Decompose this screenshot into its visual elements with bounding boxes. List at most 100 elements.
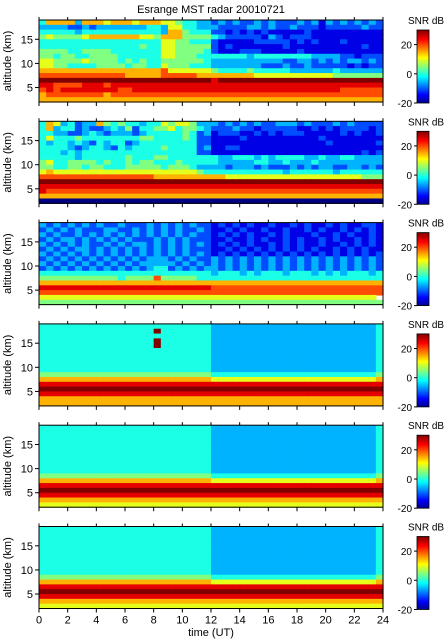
heatmap-cell (153, 145, 162, 151)
heatmap-cell (153, 594, 162, 600)
heatmap-cell (39, 256, 47, 262)
heatmap-cell (196, 425, 205, 431)
heatmap-cell (368, 323, 377, 330)
heatmap-cell (340, 425, 348, 431)
heatmap-cell (304, 550, 312, 557)
heatmap-cell (117, 222, 126, 229)
heatmap-cell (239, 73, 248, 79)
heatmap-cell (368, 270, 377, 277)
heatmap-cell (67, 285, 76, 291)
heatmap-cell (67, 92, 76, 98)
heatmap-cell (67, 48, 76, 55)
heatmap-cell (275, 29, 284, 36)
heatmap-cell (297, 232, 305, 238)
heatmap-cell (60, 68, 69, 74)
heatmap-cell (340, 352, 348, 359)
heatmap-cell (246, 492, 255, 499)
heatmap-cell (53, 550, 62, 557)
heatmap-cell (110, 352, 119, 359)
heatmap-cell (318, 560, 327, 566)
heatmap-cell (218, 458, 226, 465)
colorbar-tick-label: -20 (398, 99, 413, 110)
heatmap-cell (117, 594, 126, 600)
heatmap-cell (325, 458, 334, 465)
heatmap-cell (361, 169, 370, 175)
heatmap-cell (96, 386, 105, 393)
heatmap-cell (289, 222, 298, 229)
heatmap-cell (160, 275, 169, 282)
heatmap-cell (347, 454, 355, 460)
heatmap-cell (153, 87, 162, 93)
heatmap-cell (46, 478, 54, 484)
heatmap-cell (246, 458, 255, 465)
heatmap-cell (347, 193, 355, 200)
heatmap-cell (332, 376, 341, 383)
heatmap-cell (211, 92, 219, 98)
heatmap-cell (246, 87, 255, 93)
heatmap-cell (132, 299, 140, 306)
heatmap-cell (340, 381, 348, 388)
heatmap-cell (103, 367, 112, 373)
heatmap-cell (347, 468, 355, 475)
heatmap-cell (153, 386, 162, 393)
heatmap-cell (332, 372, 341, 378)
heatmap-cell (53, 198, 62, 204)
heatmap-cell (67, 560, 76, 566)
heatmap-cell (354, 348, 363, 354)
heatmap-cell (340, 589, 348, 595)
heatmap-cell (304, 338, 312, 344)
heatmap-cell (254, 540, 262, 547)
heatmap-cell (261, 348, 269, 354)
heatmap-cell (82, 454, 90, 460)
heatmap-cell (311, 44, 320, 50)
heatmap-cell (340, 145, 348, 151)
heatmap-cell (368, 290, 377, 296)
heatmap-cell (311, 184, 320, 190)
heatmap-cell (196, 343, 205, 349)
heatmap-cell (139, 24, 148, 31)
heatmap-cell (46, 198, 54, 204)
heatmap-cell (117, 77, 126, 84)
heatmap-cell (239, 290, 248, 296)
heatmap-cell (189, 198, 198, 204)
heatmap-cell (160, 150, 169, 156)
heatmap-cell (96, 463, 105, 470)
heatmap-cell (340, 473, 348, 479)
heatmap-cell (232, 323, 241, 330)
heatmap-cell (182, 20, 191, 26)
heatmap-cell (60, 135, 69, 142)
heatmap-cell (160, 362, 169, 368)
heatmap-cell (139, 97, 148, 103)
heatmap-cell (160, 449, 169, 455)
heatmap-cell (168, 531, 176, 537)
heatmap-cell (125, 121, 133, 127)
heatmap-cell (74, 584, 83, 590)
heatmap-cell (325, 348, 334, 354)
heatmap-cell (347, 39, 355, 45)
heatmap-cell (168, 164, 176, 171)
colorbar (416, 130, 430, 205)
heatmap-cell (96, 256, 105, 262)
heatmap-cell (375, 531, 384, 537)
heatmap-cell (340, 222, 348, 229)
heatmap-cell (89, 140, 97, 147)
heatmap-cell (275, 232, 284, 238)
heatmap-cell (175, 555, 183, 561)
heatmap-cell (225, 531, 234, 537)
heatmap-cell (225, 24, 234, 31)
heatmap-cell (232, 391, 241, 397)
heatmap-cell (254, 241, 262, 248)
heatmap-cell (232, 140, 241, 147)
heatmap-cell (361, 362, 370, 368)
heatmap-cell (304, 536, 312, 542)
heatmap-cell (354, 430, 363, 436)
heatmap-cell (53, 487, 62, 494)
heatmap-cell (189, 275, 198, 282)
heatmap-cell (282, 285, 291, 291)
heatmap-cell (146, 159, 155, 166)
heatmap-cell (289, 352, 298, 359)
heatmap-cell (297, 502, 305, 508)
heatmap-cell (254, 483, 262, 489)
heatmap-cell (196, 256, 205, 262)
heatmap-cell (282, 92, 291, 98)
